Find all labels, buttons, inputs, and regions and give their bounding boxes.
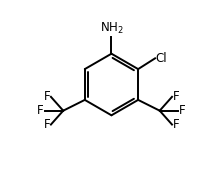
Text: F: F xyxy=(173,90,179,103)
Text: Cl: Cl xyxy=(156,52,167,65)
Text: NH$_2$: NH$_2$ xyxy=(99,21,123,36)
Text: F: F xyxy=(173,118,179,131)
Text: F: F xyxy=(44,118,50,131)
Text: F: F xyxy=(44,90,50,103)
Text: F: F xyxy=(179,104,186,117)
Text: F: F xyxy=(37,104,44,117)
